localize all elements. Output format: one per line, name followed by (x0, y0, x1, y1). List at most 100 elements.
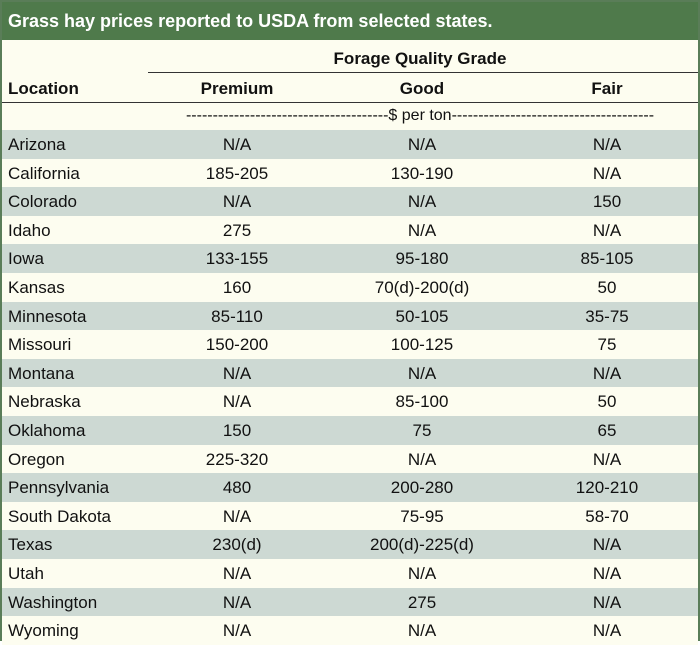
fair-cell: N/A (592, 363, 622, 383)
good-cell: 75 (412, 420, 432, 440)
column-header-location: Location (8, 79, 79, 98)
location-cell: Washington (8, 592, 98, 612)
column-header-premium: Premium (200, 79, 274, 98)
premium-cell: 133-155 (205, 249, 269, 269)
good-cell: 75-95 (400, 506, 444, 526)
location-cell: Montana (8, 363, 75, 383)
table-row: Idaho 275 N/A N/A (2, 215, 698, 245)
location-cell: Oregon (8, 449, 65, 469)
good-cell: 100-125 (390, 335, 454, 355)
fair-cell: N/A (592, 592, 622, 612)
table-row: Missouri 150-200 100-125 75 (2, 330, 698, 359)
premium-cell: 225-320 (205, 449, 269, 469)
table-row: South Dakota N/A 75-95 58-70 (2, 501, 698, 531)
table-row: Colorado N/A N/A 150 (2, 187, 698, 216)
location-cell: Idaho (8, 220, 51, 240)
grade-heading-rule (148, 72, 698, 73)
premium-cell: N/A (222, 192, 252, 212)
premium-cell: N/A (222, 563, 252, 583)
premium-cell: N/A (222, 621, 252, 641)
good-cell: N/A (407, 192, 437, 212)
fair-cell: 120-210 (575, 478, 639, 498)
good-cell: 50-105 (395, 306, 449, 326)
table-row: Kansas 160 70(d)-200(d) 50 (2, 272, 698, 302)
good-cell: 95-180 (395, 249, 449, 269)
good-cell: 85-100 (395, 392, 449, 412)
fair-cell: N/A (592, 535, 622, 555)
good-cell: N/A (407, 220, 437, 240)
location-cell: Utah (8, 563, 44, 583)
good-cell: 200-280 (390, 478, 454, 498)
premium-cell: N/A (222, 392, 252, 412)
good-cell: 70(d)-200(d) (374, 277, 470, 297)
location-cell: Texas (8, 535, 53, 555)
fair-cell: N/A (592, 563, 622, 583)
premium-cell: N/A (222, 592, 252, 612)
fair-cell: N/A (592, 621, 622, 641)
table-row: Pennsylvania 480 200-280 120-210 (2, 473, 698, 502)
premium-cell: 150 (222, 420, 252, 440)
units-label: --------------------------------------$ … (185, 107, 655, 124)
location-cell: Kansas (8, 277, 65, 297)
fair-cell: 35-75 (585, 306, 629, 326)
table-row: Minnesota 85-110 50-105 35-75 (2, 301, 698, 331)
good-cell: 200(d)-225(d) (370, 535, 474, 555)
location-cell: Pennsylvania (8, 478, 110, 498)
location-cell: Iowa (8, 249, 44, 269)
premium-cell: 150-200 (205, 335, 269, 355)
premium-cell: N/A (222, 506, 252, 526)
table-row: Oregon 225-320 N/A N/A (2, 444, 698, 474)
table-row: Iowa 133-155 95-180 85-105 (2, 244, 698, 273)
fair-cell: 75 (597, 335, 617, 355)
location-cell: Minnesota (8, 306, 87, 326)
table-title: Grass hay prices reported to USDA from s… (2, 2, 698, 40)
table-row: Montana N/A N/A N/A (2, 358, 698, 388)
good-cell: N/A (407, 449, 437, 469)
fair-cell: N/A (592, 220, 622, 240)
fair-cell: 58-70 (585, 506, 629, 526)
table-row: Wyoming N/A N/A N/A (2, 616, 698, 645)
premium-cell: 275 (222, 220, 252, 240)
premium-cell: N/A (222, 135, 252, 154)
fair-cell: 85-105 (580, 249, 634, 269)
fair-cell: N/A (592, 449, 622, 469)
table-row: California 185-205 130-190 N/A (2, 158, 698, 188)
premium-cell: 480 (222, 478, 252, 498)
table-row: Nebraska N/A 85-100 50 (2, 387, 698, 416)
location-cell: Nebraska (8, 392, 81, 412)
premium-cell: 160 (222, 277, 252, 297)
fair-cell: N/A (592, 163, 622, 183)
fair-cell: 150 (592, 192, 622, 212)
table-row: Utah N/A N/A N/A (2, 558, 698, 588)
table-row: Oklahoma 150 75 65 (2, 415, 698, 445)
good-cell: N/A (407, 363, 437, 383)
good-cell: N/A (407, 621, 437, 641)
fair-cell: N/A (592, 135, 622, 154)
good-cell: 275 (407, 592, 437, 612)
premium-cell: 85-110 (211, 306, 263, 326)
location-cell: California (8, 163, 80, 183)
fair-cell: 50 (597, 392, 617, 412)
location-cell: South Dakota (8, 506, 112, 526)
fair-cell: 65 (597, 420, 617, 440)
good-cell: N/A (407, 135, 437, 154)
premium-cell: N/A (222, 363, 252, 383)
premium-cell: 230(d) (212, 535, 262, 555)
good-cell: 130-190 (390, 163, 454, 183)
header-divider (2, 102, 698, 103)
good-cell: N/A (407, 563, 437, 583)
location-cell: Oklahoma (8, 420, 86, 440)
column-header-good: Good (399, 79, 445, 98)
table-row: Texas 230(d) 200(d)-225(d) N/A (2, 530, 698, 559)
table-header: Forage Quality Grade Location Premium Go… (2, 40, 698, 102)
table-body: Arizona N/A N/A N/A California 185-205 130-190… (2, 130, 698, 645)
location-cell: Wyoming (8, 621, 79, 641)
units-row: --------------------------------------$ … (2, 103, 698, 130)
location-cell: Missouri (8, 335, 72, 355)
location-cell: Colorado (8, 192, 77, 212)
fair-cell: 50 (597, 277, 617, 297)
forage-quality-grade-heading: Forage Quality Grade (333, 49, 507, 68)
premium-cell: 185-205 (205, 163, 269, 183)
table-row: Washington N/A 275 N/A (2, 587, 698, 617)
